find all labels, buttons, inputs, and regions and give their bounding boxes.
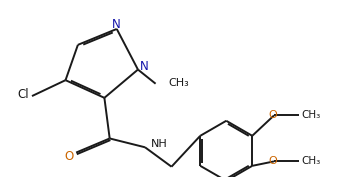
Text: N: N: [112, 18, 120, 31]
Text: NH: NH: [151, 139, 168, 150]
Text: CH₃: CH₃: [168, 78, 189, 88]
Text: CH₃: CH₃: [301, 111, 321, 121]
Text: N: N: [140, 60, 149, 73]
Text: O: O: [269, 156, 277, 166]
Text: O: O: [64, 150, 73, 163]
Text: Cl: Cl: [17, 88, 29, 101]
Text: O: O: [269, 111, 277, 121]
Text: CH₃: CH₃: [301, 156, 321, 166]
